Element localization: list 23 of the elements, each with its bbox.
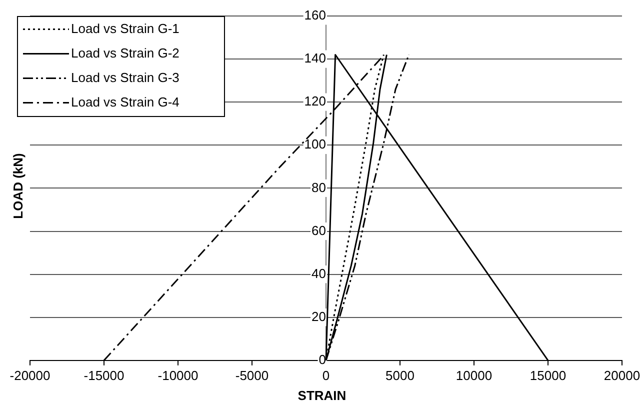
legend-label: Load vs Strain G-1 <box>71 20 180 36</box>
y-tick-label: 80 <box>312 180 326 195</box>
legend-label: Load vs Strain G-2 <box>71 45 180 60</box>
y-tick-label: 100 <box>304 136 326 152</box>
x-tick-label: 10000 <box>456 368 492 383</box>
x-tick-label: 5000 <box>386 368 414 383</box>
y-tick-label: 60 <box>312 222 326 238</box>
y-tick-label: 120 <box>304 94 326 109</box>
x-axis-title: STRAIN <box>296 388 348 403</box>
y-axis-title: LOAD (kN) <box>10 153 26 219</box>
legend-label: Load vs Strain G-3 <box>71 70 180 85</box>
y-tick-label: 140 <box>304 50 326 66</box>
x-tick-label: 15000 <box>530 368 566 383</box>
x-tick-label: -10000 <box>158 368 198 383</box>
x-tick-label: -15000 <box>84 368 124 383</box>
y-tick-label: 40 <box>312 266 326 281</box>
x-tick-label: -5000 <box>235 368 269 383</box>
x-tick-label: -20000 <box>10 368 50 383</box>
y-tick-label: 160 <box>304 8 326 23</box>
y-tick-label: 20 <box>312 308 326 324</box>
x-tick-label: 20000 <box>604 368 640 383</box>
legend-label: Load vs Strain G-4 <box>71 94 180 110</box>
y-tick-label: 0 <box>318 352 326 367</box>
